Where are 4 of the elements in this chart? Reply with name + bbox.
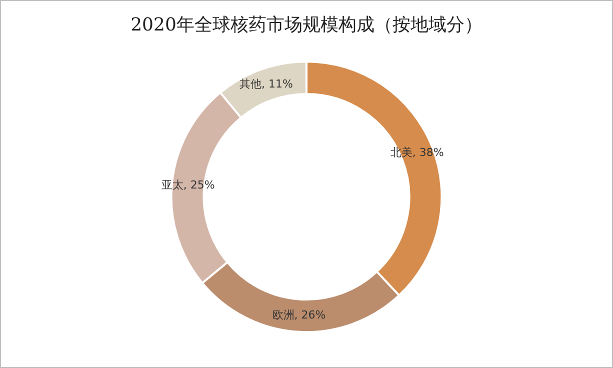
slice-label: 亚太, 25% (161, 178, 215, 192)
chart-title: 2020年全球核药市场规模构成（按地域分） (130, 14, 482, 36)
slice-label: 欧洲, 26% (272, 308, 326, 322)
slice-label: 其他, 11% (239, 78, 293, 91)
